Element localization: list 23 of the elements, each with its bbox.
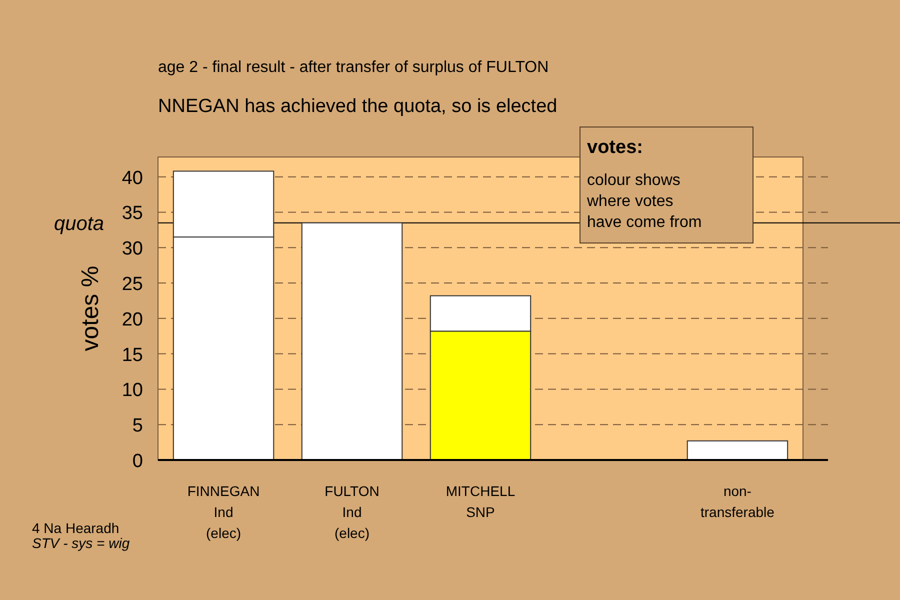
y-tick-label: 20 bbox=[122, 309, 143, 330]
annotation: colour shows where votes have come from bbox=[586, 172, 702, 231]
x-tick-label: MITCHELL SNP bbox=[446, 483, 516, 520]
chart-title: age 2 - final result - after transfer of surplus of FULTON bbox=[158, 59, 549, 76]
y-tick-label: 25 bbox=[122, 274, 143, 296]
ref-line-label: quota bbox=[54, 212, 104, 235]
y-tick-label: 15 bbox=[122, 344, 143, 366]
y-axis-title: votes % bbox=[77, 266, 104, 352]
y-tick-label: 40 bbox=[122, 168, 143, 189]
x-tick-label: FULTON Ind (elec) bbox=[324, 483, 380, 541]
y-tick-label: 30 bbox=[122, 238, 143, 260]
bar bbox=[301, 222, 403, 460]
annotation: votes: bbox=[587, 137, 643, 158]
text: STV - sys = wig bbox=[32, 535, 130, 551]
y-tick-label: 0 bbox=[132, 451, 143, 472]
y-tick-label: 10 bbox=[122, 380, 143, 402]
text: 4 Na Hearadh bbox=[32, 520, 120, 536]
x-tick-label: non- transferable bbox=[700, 483, 775, 520]
chart-subtitle: NNEGAN has achieved the quota, so is elected bbox=[158, 96, 558, 117]
x-tick-label: FINNEGAN Ind (elec) bbox=[187, 483, 260, 541]
bar bbox=[686, 440, 788, 460]
y-tick-label: 5 bbox=[132, 416, 143, 437]
y-tick-label: 35 bbox=[122, 203, 143, 224]
